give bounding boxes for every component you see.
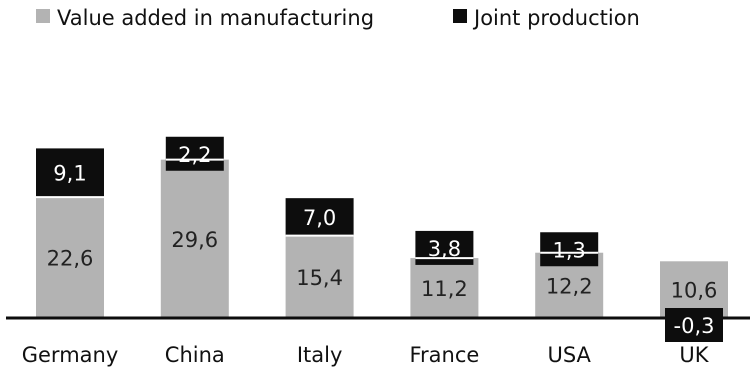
label-value-added-germany: 22,6 — [47, 247, 94, 271]
bar-joint-production-france — [415, 230, 474, 265]
label-value-added-china: 29,6 — [171, 228, 218, 252]
category-label-china: China — [165, 343, 225, 367]
bar-joint-production-usa — [540, 232, 599, 267]
bar-joint-production-italy — [285, 198, 354, 236]
category-label-france: France — [409, 343, 479, 367]
legend: Value added in manufacturing Joint produ… — [36, 6, 640, 30]
label-value-added-italy: 15,4 — [296, 266, 343, 290]
legend-label-value-added: Value added in manufacturing — [57, 6, 374, 30]
label-joint-production-uk: -0,3 — [674, 314, 715, 338]
bar-value-added-china — [160, 159, 229, 318]
label-value-added-usa: 12,2 — [546, 274, 593, 298]
label-joint-production-germany: 9,1 — [53, 162, 86, 186]
label-joint-production-france: 3,8 — [428, 237, 461, 261]
category-label-usa: USA — [547, 343, 591, 367]
legend-label-joint-production: Joint production — [472, 6, 640, 30]
category-label-germany: Germany — [22, 343, 119, 367]
label-joint-production-usa: 1,3 — [552, 238, 585, 262]
bar-joint-production-germany — [36, 148, 104, 198]
bar-value-added-germany — [36, 197, 104, 318]
bar-value-added-italy — [285, 235, 354, 318]
legend-swatch-value-added — [36, 9, 50, 23]
labels-group: 22,6 9,1 29,6 2,2 15,4 7,0 11,2 3,8 12,2 1,3 10,6 -… — [47, 143, 718, 338]
label-value-added-uk: 10,6 — [671, 279, 718, 303]
label-joint-production-china: 2,2 — [178, 143, 211, 167]
bars-group — [36, 136, 728, 342]
category-label-uk: UK — [679, 343, 709, 367]
label-joint-production-italy: 7,0 — [303, 206, 336, 230]
category-label-italy: Italy — [297, 343, 343, 367]
bar-joint-production-china — [165, 136, 224, 171]
bar-value-added-france — [410, 258, 479, 318]
label-value-added-france: 11,2 — [421, 277, 468, 301]
bar-joint-production-uk — [665, 308, 723, 342]
category-axis: Germany China Italy France USA UK — [22, 343, 710, 367]
legend-swatch-joint-production — [453, 9, 467, 23]
